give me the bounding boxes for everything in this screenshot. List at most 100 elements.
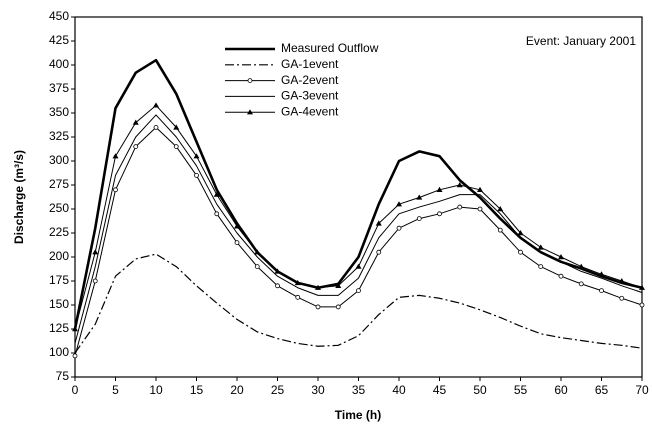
x-tick-label: 70 xyxy=(635,383,649,397)
plot-frame xyxy=(74,16,643,378)
marker xyxy=(639,284,645,290)
marker xyxy=(132,119,139,125)
marker xyxy=(436,186,443,192)
marker xyxy=(72,326,78,332)
marker xyxy=(153,125,159,130)
x-tick-label: 15 xyxy=(190,383,204,397)
marker xyxy=(92,249,99,255)
marker xyxy=(578,263,585,269)
line xyxy=(74,114,643,344)
y-tick-label: 425 xyxy=(49,33,69,47)
marker xyxy=(396,201,402,207)
marker xyxy=(518,249,523,255)
marker xyxy=(558,273,564,279)
marker xyxy=(375,220,382,226)
line xyxy=(74,104,643,330)
marker xyxy=(247,109,253,115)
marker xyxy=(173,144,179,150)
y-axis-title: Discharge (m³/s) xyxy=(12,150,26,244)
y-tick-label: 200 xyxy=(49,249,69,263)
legend-label: GA-4event xyxy=(281,104,339,118)
y-tick-label: 275 xyxy=(49,177,69,191)
annotation: Event: January 2001 xyxy=(526,34,636,48)
legend: Measured Outflow GA-1event GA-2event GA-3ev… xyxy=(225,41,379,118)
marker xyxy=(315,304,321,310)
x-tick-label: 10 xyxy=(149,383,163,397)
marker xyxy=(193,153,200,159)
marker xyxy=(294,279,301,286)
marker xyxy=(315,284,321,290)
marker xyxy=(517,230,524,236)
marker xyxy=(335,304,341,310)
marker xyxy=(416,216,422,222)
marker xyxy=(214,211,220,217)
marker xyxy=(599,288,604,294)
marker xyxy=(112,153,119,159)
marker xyxy=(376,249,382,255)
series xyxy=(74,253,643,354)
marker xyxy=(194,172,199,178)
y-tick-label: 250 xyxy=(49,201,69,215)
marker xyxy=(275,283,280,289)
x-tick-label: 40 xyxy=(392,383,406,397)
marker xyxy=(619,295,625,301)
marker xyxy=(133,144,139,150)
series xyxy=(72,102,645,332)
marker xyxy=(437,211,442,217)
y-tick-label: 400 xyxy=(49,57,69,71)
y-tick-label: 450 xyxy=(49,9,69,23)
marker xyxy=(558,254,564,260)
y-tick-label: 225 xyxy=(49,225,69,239)
marker xyxy=(639,302,645,308)
marker xyxy=(274,268,281,274)
x-tick-label: 45 xyxy=(433,383,447,397)
y-tick-label: 100 xyxy=(49,345,69,359)
x-tick-label: 35 xyxy=(352,383,366,397)
x-tick-label: 65 xyxy=(595,383,609,397)
marker xyxy=(295,294,301,300)
marker xyxy=(497,227,503,233)
marker xyxy=(254,249,261,255)
legend-label: Measured Outflow xyxy=(281,41,379,55)
marker xyxy=(578,281,584,287)
y-tick-label: 325 xyxy=(49,129,69,143)
marker xyxy=(247,78,253,83)
y-tick-label: 375 xyxy=(49,81,69,95)
marker xyxy=(598,271,605,277)
y-tick-label: 300 xyxy=(49,153,69,167)
y-tick-label: 350 xyxy=(49,105,69,119)
marker xyxy=(477,186,483,192)
marker xyxy=(234,240,240,246)
x-tick-label: 60 xyxy=(554,383,568,397)
series xyxy=(74,114,643,344)
marker xyxy=(538,264,544,270)
marker xyxy=(72,353,78,359)
marker xyxy=(396,225,402,231)
x-tick-label: 0 xyxy=(72,383,79,397)
x-tick-label: 25 xyxy=(271,383,285,397)
marker xyxy=(335,282,342,288)
x-tick-label: 50 xyxy=(473,383,487,397)
y-tick-label: 125 xyxy=(49,321,69,335)
x-axis-title: Time (h) xyxy=(335,408,381,422)
marker xyxy=(416,194,423,200)
y-tick-label: 75 xyxy=(56,369,70,383)
marker xyxy=(153,102,159,108)
x-tick-label: 30 xyxy=(311,383,325,397)
marker xyxy=(234,223,240,229)
marker xyxy=(173,124,180,130)
marker xyxy=(477,206,483,212)
marker xyxy=(213,191,220,197)
marker xyxy=(92,278,98,284)
series xyxy=(72,125,645,359)
marker xyxy=(356,288,361,294)
legend-label: GA-3event xyxy=(281,89,339,103)
x-tick-label: 20 xyxy=(230,383,244,397)
y-tick-label: 175 xyxy=(49,273,69,287)
x-tick-label: 55 xyxy=(514,383,528,397)
marker xyxy=(355,263,362,269)
line xyxy=(74,126,643,357)
x-tick-label: 5 xyxy=(112,383,119,397)
legend-label: GA-1event xyxy=(281,57,339,71)
